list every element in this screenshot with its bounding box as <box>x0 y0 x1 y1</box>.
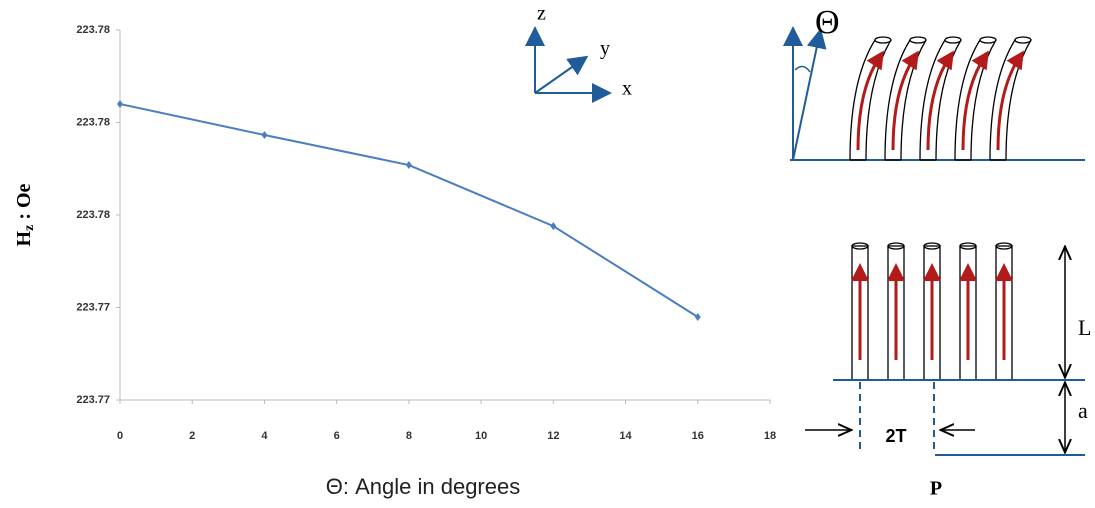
theta: Θ <box>815 4 840 41</box>
x-tick-label: 6 <box>334 430 340 442</box>
marker <box>694 312 701 321</box>
y-label-main: H <box>13 230 35 246</box>
x-tick-label: 12 <box>547 430 559 442</box>
y-label-rest: : Oe <box>13 183 35 224</box>
axis-x: x <box>622 78 632 100</box>
y-label-sub: z <box>22 225 37 231</box>
x-tick-label: 8 <box>406 430 412 442</box>
marker <box>117 100 123 108</box>
x-tick-label: 16 <box>692 430 704 442</box>
y-axis-label: Hz : Oe <box>13 183 38 246</box>
x-tick-label: 18 <box>764 430 776 442</box>
length-label: L <box>1078 315 1091 340</box>
vertical-array <box>805 242 1085 456</box>
x-tick-label: 4 <box>261 430 268 442</box>
gap-label: a <box>1078 398 1088 423</box>
x-tick-label: 14 <box>619 430 632 442</box>
x-tick-label: 10 <box>475 430 487 442</box>
marker <box>405 161 412 170</box>
x-tick-label: 0 <box>117 430 123 442</box>
thickness-label: 2T <box>885 426 906 446</box>
coordinate-axes <box>525 26 612 103</box>
y-tick-label: 223.77 <box>76 394 110 406</box>
y-tick-label: 223.78 <box>76 116 110 128</box>
line <box>119 103 699 318</box>
y-tick-label: 223.78 <box>76 24 110 36</box>
x-tick-label: 2 <box>189 430 195 442</box>
y-tick-label: 223.78 <box>76 209 110 221</box>
chart: 223.77 223.77 223.78 223.78 223.78 0 2 4 6 8 10 12 1… <box>76 24 776 442</box>
axis-y: y <box>600 38 610 60</box>
pitch-label: P <box>930 478 942 500</box>
marker <box>550 222 557 231</box>
marker <box>261 130 268 139</box>
x-axis-label: Θ: Angle in degrees <box>326 474 520 499</box>
y-tick-label: 223.77 <box>76 301 110 313</box>
tilted-array <box>783 26 1085 161</box>
axis-z: z <box>537 3 546 25</box>
